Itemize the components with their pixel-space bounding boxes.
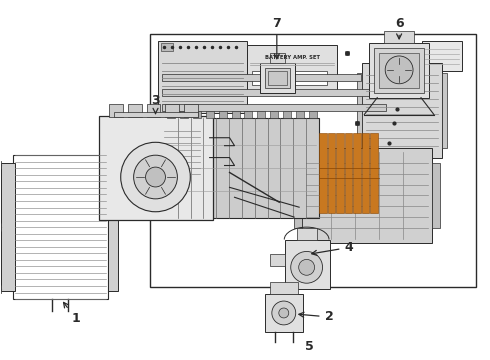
- Bar: [245, 111, 252, 118]
- Bar: [353, 133, 361, 213]
- Bar: [247, 45, 337, 93]
- Bar: [265, 294, 303, 332]
- Bar: [297, 228, 317, 239]
- Circle shape: [291, 251, 322, 283]
- Bar: [270, 255, 285, 266]
- Circle shape: [279, 308, 289, 318]
- Bar: [432, 163, 440, 228]
- Circle shape: [146, 167, 166, 187]
- Bar: [422, 41, 462, 71]
- Bar: [108, 163, 118, 291]
- Bar: [270, 111, 278, 118]
- Bar: [309, 111, 317, 118]
- Circle shape: [299, 260, 315, 275]
- Text: BATTERY AMP. SET: BATTERY AMP. SET: [265, 55, 319, 60]
- Bar: [109, 104, 122, 117]
- Bar: [1, 163, 15, 291]
- Bar: [285, 239, 329, 289]
- Bar: [384, 31, 414, 43]
- Bar: [441, 73, 446, 148]
- Bar: [162, 89, 411, 96]
- Bar: [369, 43, 429, 98]
- Bar: [162, 104, 386, 111]
- Circle shape: [272, 301, 295, 325]
- Bar: [257, 111, 265, 118]
- Bar: [277, 71, 327, 85]
- Circle shape: [385, 56, 413, 84]
- Bar: [128, 104, 142, 117]
- Bar: [336, 133, 343, 213]
- Bar: [166, 104, 179, 117]
- Bar: [252, 71, 270, 85]
- Bar: [158, 41, 247, 113]
- Text: 2: 2: [299, 310, 333, 323]
- Bar: [270, 53, 285, 63]
- Bar: [99, 116, 213, 220]
- Bar: [344, 133, 352, 213]
- Bar: [184, 104, 198, 117]
- Bar: [0, 161, 1, 169]
- Bar: [302, 148, 432, 243]
- Text: 3: 3: [151, 94, 160, 113]
- Bar: [232, 111, 240, 118]
- Text: 6: 6: [395, 17, 403, 39]
- Bar: [162, 74, 361, 81]
- Bar: [319, 133, 326, 213]
- Bar: [265, 68, 290, 88]
- Bar: [193, 111, 201, 118]
- Text: 7: 7: [272, 17, 281, 59]
- Bar: [219, 111, 227, 118]
- Bar: [327, 133, 335, 213]
- Bar: [206, 111, 214, 118]
- Bar: [357, 73, 362, 148]
- Bar: [379, 53, 419, 88]
- Bar: [180, 111, 188, 118]
- Bar: [294, 163, 302, 228]
- Bar: [150, 33, 476, 287]
- Bar: [114, 112, 198, 117]
- Bar: [161, 44, 173, 51]
- Bar: [168, 111, 175, 118]
- Bar: [268, 71, 287, 85]
- Bar: [362, 63, 441, 158]
- Bar: [0, 223, 1, 231]
- Bar: [362, 133, 369, 213]
- Bar: [296, 111, 304, 118]
- Bar: [0, 285, 1, 293]
- Circle shape: [134, 155, 177, 199]
- Bar: [370, 133, 378, 213]
- Bar: [162, 123, 202, 183]
- Bar: [147, 104, 161, 117]
- Bar: [13, 155, 108, 299]
- Bar: [165, 118, 319, 218]
- Text: 4: 4: [312, 241, 353, 255]
- Bar: [260, 63, 294, 93]
- Circle shape: [121, 142, 190, 212]
- Bar: [270, 282, 298, 294]
- Text: 1: 1: [64, 302, 80, 325]
- Bar: [283, 111, 291, 118]
- Text: 5: 5: [305, 340, 314, 353]
- Bar: [374, 48, 424, 93]
